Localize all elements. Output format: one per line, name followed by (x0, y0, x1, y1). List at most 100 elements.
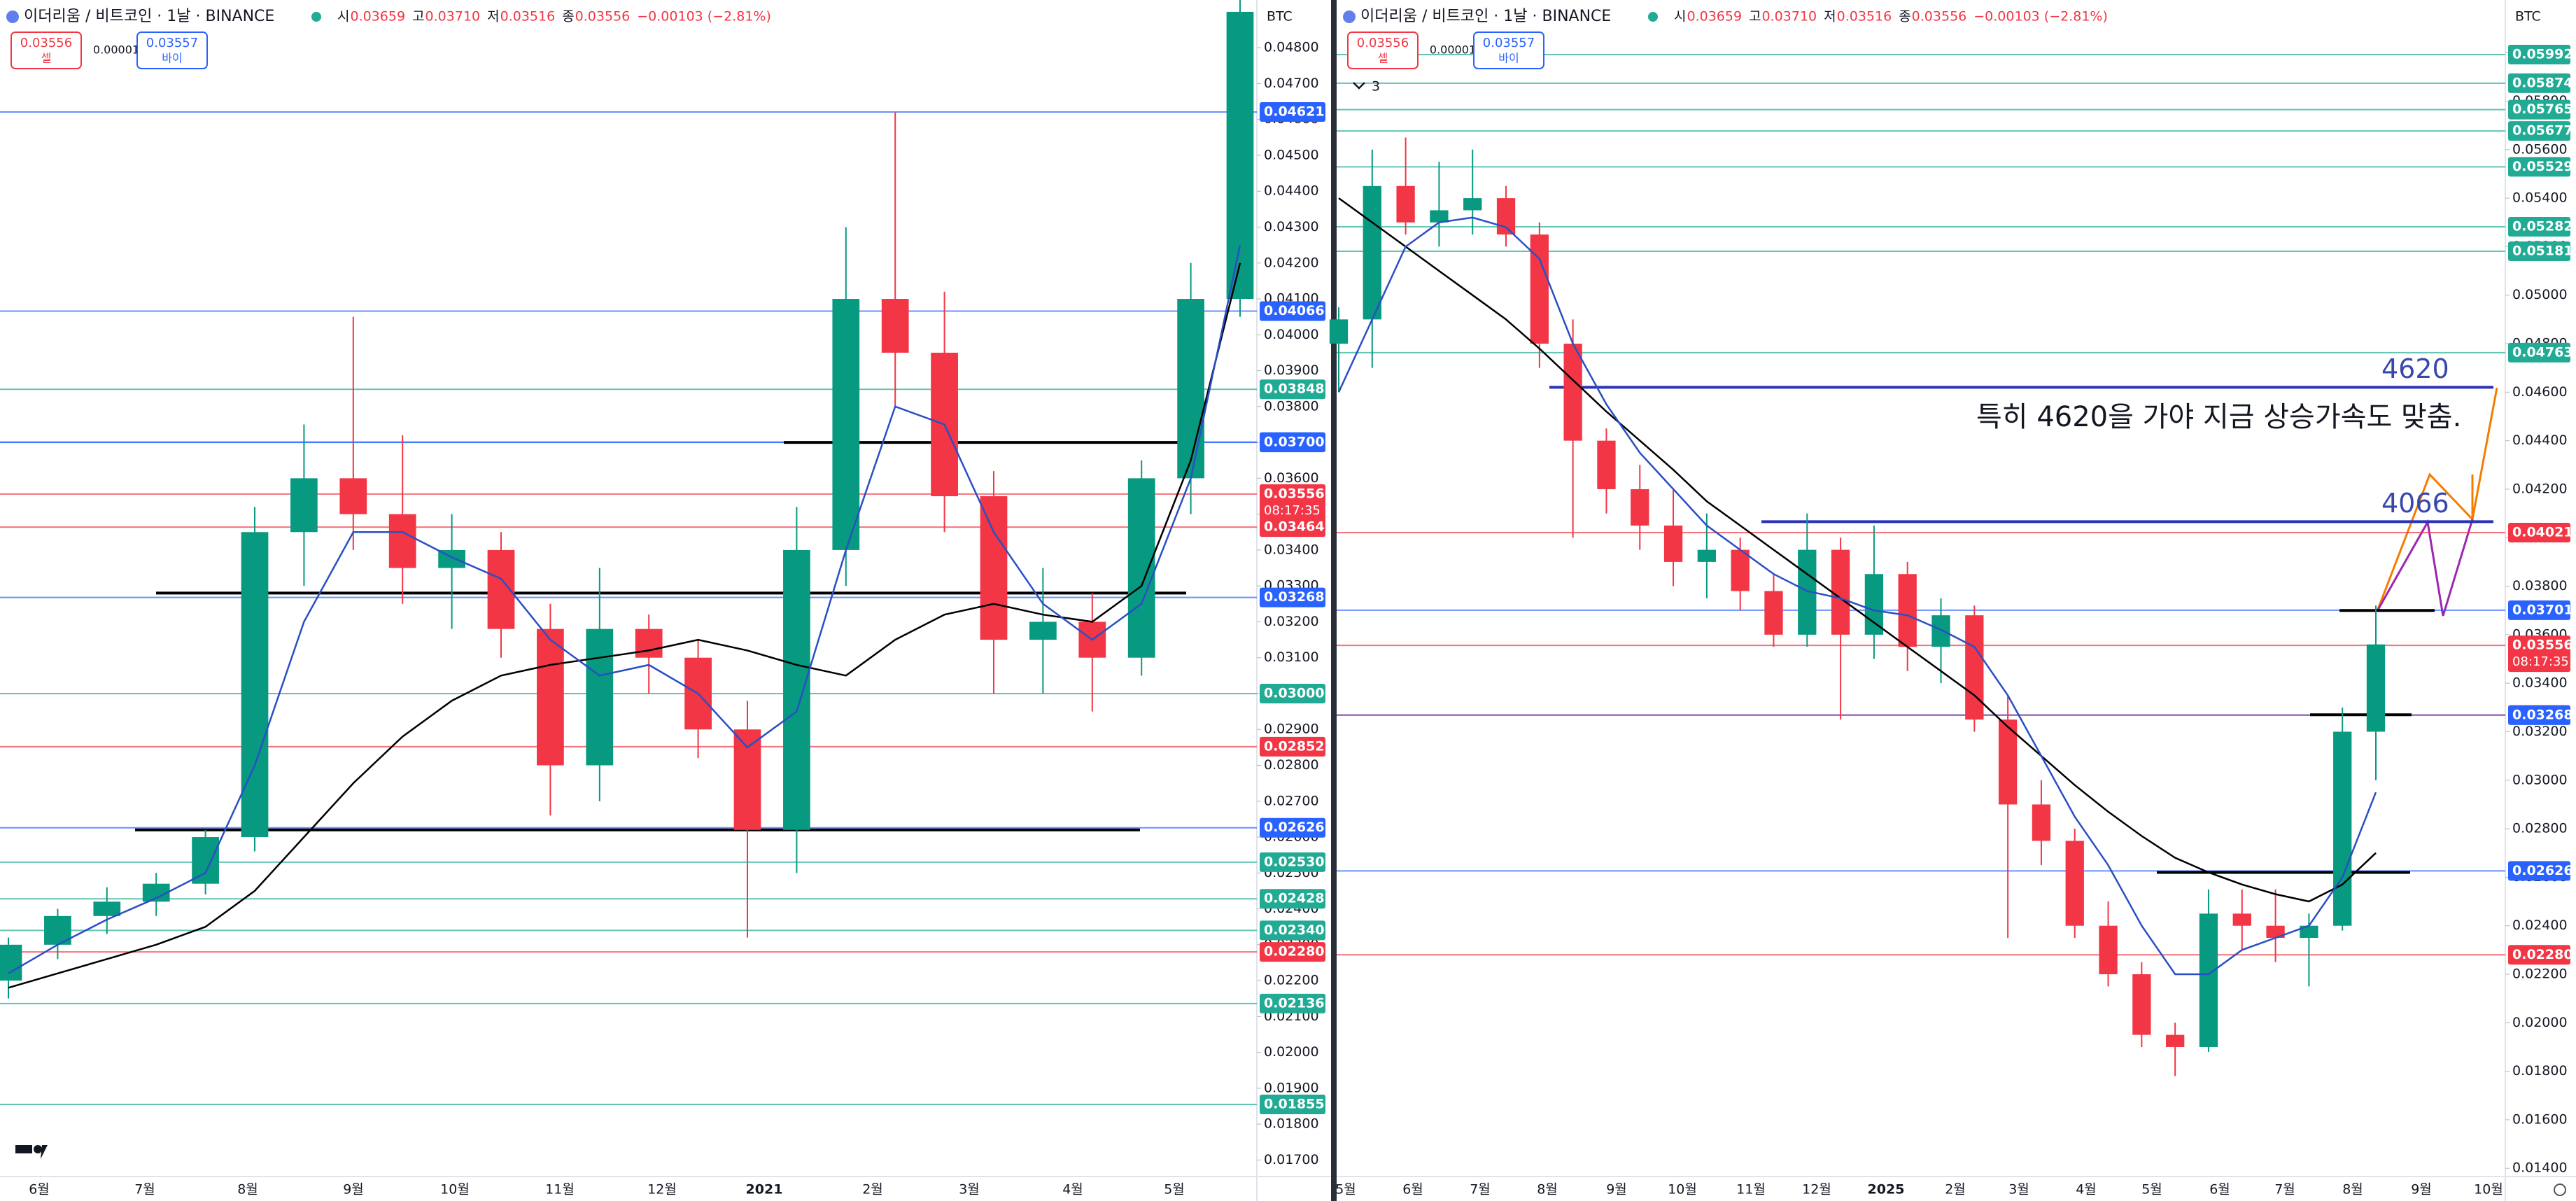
y-tick-label: 0.02200 (2512, 966, 2568, 981)
price-badge-label: 0.02340 (1264, 922, 1325, 938)
x-tick-label: 9월 (1606, 1182, 1627, 1198)
candle-body (1496, 198, 1516, 235)
annotation: 특히 4620을 가야 지금 상승가속도 맞춤. (1976, 401, 2461, 433)
price-badge-label: 0.03848 (1264, 381, 1325, 397)
settings-icon[interactable] (2554, 1184, 2566, 1196)
candle-body (1998, 719, 2018, 805)
price-badge-label: 0.03556 (2512, 638, 2573, 653)
ohlc-text: 0.03516 (500, 9, 556, 24)
x-tick-label: 6월 (29, 1182, 50, 1198)
candle-body (1329, 319, 1349, 344)
price-badge-label: 0.04021 (2512, 524, 2573, 540)
y-tick-label: 0.04500 (1264, 147, 1319, 162)
candle-body (1226, 11, 1254, 300)
y-tick-label: 0.02000 (2512, 1015, 2568, 1030)
ohlc-text: 시 (1674, 9, 1686, 24)
candle-body (290, 478, 318, 533)
candle-body (1597, 440, 1616, 489)
moving-average (8, 244, 1241, 974)
candle-body (1764, 591, 1783, 635)
candle-body (635, 628, 663, 658)
candle-body (1697, 549, 1717, 562)
sell-button[interactable] (1347, 31, 1419, 69)
price-badge-label: 0.02530 (1264, 854, 1325, 869)
price-badge (1260, 587, 1325, 607)
candle-body (537, 628, 564, 766)
y-tick-label: 0.05600 (2512, 141, 2568, 157)
x-tick-label: 11월 (545, 1182, 575, 1198)
candle-body (2300, 925, 2318, 939)
price-badge-label: 0.02280 (2512, 947, 2573, 962)
y-tick-label: 0.05400 (2512, 190, 2568, 206)
buy-button[interactable] (1473, 31, 1544, 69)
ohlc-text: −0.00103 (−2.81%) (1973, 9, 2108, 24)
candle-body (388, 514, 416, 568)
price-badge (2508, 99, 2570, 120)
candle-body (1631, 489, 1649, 526)
price-badge-label: 0.04066 (1264, 303, 1325, 318)
y-tick-label: 0.03200 (2512, 724, 2568, 739)
ohlc-text: 저 (1824, 9, 1836, 24)
price-badge (1260, 517, 1325, 538)
price-badge (2508, 73, 2570, 93)
candle-body (2132, 974, 2151, 1035)
sell-label: 셀 (41, 52, 52, 65)
price-badge (2508, 635, 2570, 673)
collapsed-count: 3 (1372, 79, 1380, 94)
x-tick-label: 12월 (1802, 1182, 1831, 1198)
symbol-title: 이더리움 / 비트코인 · 1날 · BINANCE (1360, 8, 1611, 25)
price-badge-label: 0.04763 (2512, 344, 2573, 360)
y-tick-label: 0.01400 (2512, 1160, 2568, 1176)
x-tick-label: 5월 (1335, 1182, 1356, 1198)
price-badge-label: 0.03268 (2512, 707, 2573, 722)
ohlc-text: 0.03516 (1837, 9, 1892, 24)
x-tick-label: 6월 (2209, 1182, 2230, 1198)
y-tick-label: 0.03900 (1264, 363, 1319, 378)
candle-body (1396, 185, 1415, 223)
price-badge (2508, 522, 2570, 542)
x-tick-label: 4월 (2076, 1182, 2097, 1198)
ohlc-text: −0.00103 (−2.81%) (637, 9, 771, 24)
candle-body (1127, 478, 1155, 658)
ohlc-text: 고 (412, 9, 424, 24)
ohlc-text: 0.03556 (575, 9, 631, 24)
candle-body (2366, 644, 2386, 732)
price-badge-label: 0.03556 (1264, 486, 1325, 501)
candle-body (192, 837, 219, 884)
y-tick-label: 0.01600 (2512, 1111, 2568, 1127)
candle-body (733, 729, 761, 830)
candle-body (241, 532, 269, 838)
drawn-line-label: 4066 (2381, 488, 2449, 519)
y-tick-label: 0.04200 (2512, 481, 2568, 496)
y-tick-label: 0.04200 (1264, 255, 1319, 270)
symbol-title: 이더리움 / 비트코인 · 1날 · BINANCE (24, 8, 274, 25)
x-tick-label: 7월 (134, 1182, 155, 1198)
y-tick-label: 0.02800 (1264, 757, 1319, 773)
buy-button[interactable] (136, 31, 208, 69)
candle-body (881, 299, 909, 353)
y-tick-label: 0.03800 (1264, 398, 1319, 414)
y-tick-label: 0.04400 (1264, 183, 1319, 199)
candle-body (1530, 234, 1549, 344)
price-badge (1260, 889, 1325, 909)
y-tick-label: 0.02400 (2512, 918, 2568, 933)
buy-price: 0.03557 (1483, 36, 1535, 50)
y-tick-label: 0.01700 (1264, 1152, 1319, 1167)
price-badge-label: 0.02428 (1264, 891, 1325, 906)
candle-body (2232, 913, 2251, 926)
price-badge (2508, 861, 2570, 881)
sell-price: 0.03556 (20, 36, 72, 50)
candle-body (586, 628, 614, 766)
candle-body (1831, 549, 1850, 635)
buy-label: 바이 (1498, 52, 1519, 65)
price-badge (1260, 817, 1325, 838)
candle-body (2065, 841, 2084, 926)
price-badge (2508, 44, 2570, 64)
price-badge (1260, 433, 1325, 453)
x-tick-label: 3월 (2008, 1182, 2029, 1198)
projection-line (2376, 387, 2498, 612)
collapse-chevron[interactable] (1353, 82, 1365, 90)
price-badge-label: 0.05677 (2512, 123, 2573, 139)
sell-button[interactable] (10, 31, 82, 69)
price-badge-label: 0.02136 (1264, 995, 1325, 1011)
